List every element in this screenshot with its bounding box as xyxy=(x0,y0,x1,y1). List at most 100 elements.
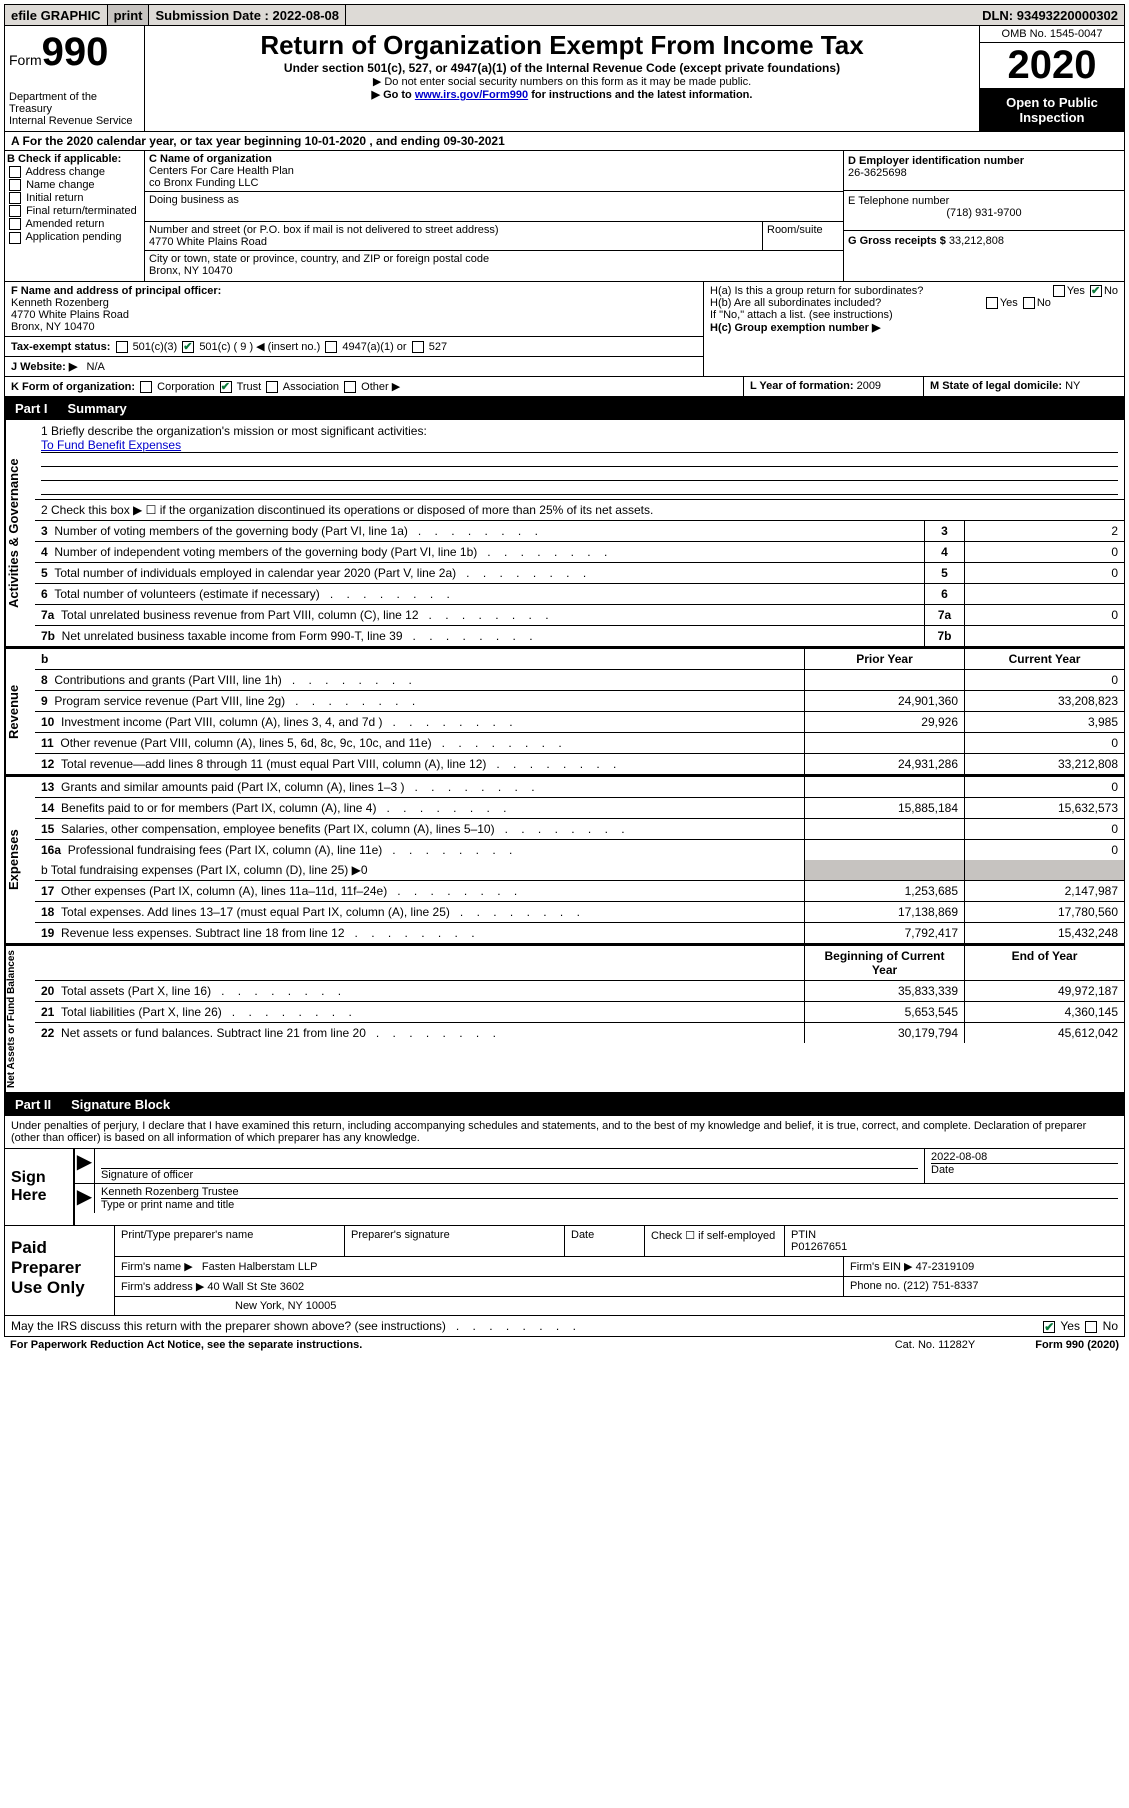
room-suite-label: Room/suite xyxy=(763,222,843,250)
dept-label: Department of the Treasury xyxy=(9,91,140,115)
table-row: 9 Program service revenue (Part VIII, li… xyxy=(35,691,1124,712)
part-1-header: Part I Summary xyxy=(4,397,1125,420)
tax-year: 2020 xyxy=(980,43,1124,89)
form990-link[interactable]: www.irs.gov/Form990 xyxy=(415,89,528,101)
prior-value: 5,653,545 xyxy=(804,1002,964,1022)
line-num: 3 xyxy=(924,521,964,541)
line-2: 2 Check this box ▶ ☐ if the organization… xyxy=(35,500,1124,520)
current-value: 17,780,560 xyxy=(964,902,1124,922)
part-2-header: Part II Signature Block xyxy=(4,1093,1125,1116)
cb-discuss-yes[interactable] xyxy=(1043,1321,1055,1333)
vlabel-revenue: Revenue xyxy=(5,649,35,774)
table-row: 16a Professional fundraising fees (Part … xyxy=(35,840,1124,860)
firm-addr: 40 Wall St Ste 3602 xyxy=(207,1281,304,1293)
cb-amended[interactable]: Amended return xyxy=(7,218,142,230)
sig-officer-label: Signature of officer xyxy=(101,1169,918,1181)
cb-hb-no[interactable] xyxy=(1023,297,1035,309)
cb-527[interactable] xyxy=(412,341,424,353)
ein-value: 26-3625698 xyxy=(848,167,1120,179)
cb-address-change[interactable]: Address change xyxy=(7,166,142,178)
cb-hb-yes[interactable] xyxy=(986,297,998,309)
table-row: 5 Total number of individuals employed i… xyxy=(35,563,1124,584)
officer-name-label: Type or print name and title xyxy=(101,1199,1118,1211)
table-row: 7a Total unrelated business revenue from… xyxy=(35,605,1124,626)
current-value: 4,360,145 xyxy=(964,1002,1124,1022)
officer-name: Kenneth Rozenberg Trustee xyxy=(101,1186,1118,1199)
sig-date: 2022-08-08 xyxy=(931,1151,1118,1164)
cb-501c[interactable] xyxy=(182,341,194,353)
cat-no: Cat. No. 11282Y xyxy=(895,1339,976,1351)
table-row: 19 Revenue less expenses. Subtract line … xyxy=(35,923,1124,943)
cb-discuss-no[interactable] xyxy=(1085,1321,1097,1333)
cb-other[interactable] xyxy=(344,381,356,393)
page-footer: For Paperwork Reduction Act Notice, see … xyxy=(4,1337,1125,1353)
sign-here-label: Sign Here xyxy=(5,1149,75,1225)
prior-value: 1,253,685 xyxy=(804,881,964,901)
info-grid: B Check if applicable: Address change Na… xyxy=(4,151,1125,282)
prep-self-emp: Check ☐ if self-employed xyxy=(645,1226,785,1256)
org-name-label: C Name of organization xyxy=(149,153,839,165)
cb-501c3[interactable] xyxy=(116,341,128,353)
cb-4947[interactable] xyxy=(325,341,337,353)
city-value: Bronx, NY 10470 xyxy=(149,265,839,277)
prior-value: 24,931,286 xyxy=(804,754,964,774)
ein-label: D Employer identification number xyxy=(848,155,1120,167)
cb-corp[interactable] xyxy=(140,381,152,393)
current-value: 49,972,187 xyxy=(964,981,1124,1001)
line-num: 7b xyxy=(924,626,964,646)
table-row: 22 Net assets or fund balances. Subtract… xyxy=(35,1023,1124,1043)
current-value: 15,632,573 xyxy=(964,798,1124,818)
prior-value: 24,901,360 xyxy=(804,691,964,711)
cb-ha-yes[interactable] xyxy=(1053,285,1065,297)
prior-value: 17,138,869 xyxy=(804,902,964,922)
line-num: 4 xyxy=(924,542,964,562)
tax-exempt-status: Tax-exempt status: 501(c)(3) 501(c) ( 9 … xyxy=(5,337,703,357)
current-value: 2,147,987 xyxy=(964,881,1124,901)
city-label: City or town, state or province, country… xyxy=(149,253,839,265)
lower-info: F Name and address of principal officer:… xyxy=(4,282,1125,377)
phone-value: (718) 931-9700 xyxy=(848,207,1120,219)
form-number: Form990 xyxy=(9,30,140,75)
prior-value xyxy=(804,777,964,797)
vlabel-expenses: Expenses xyxy=(5,777,35,943)
box-j: J Website: ▶ N/A xyxy=(5,357,703,376)
prep-ptin: PTINP01267651 xyxy=(785,1226,1124,1256)
cb-name-change[interactable]: Name change xyxy=(7,179,142,191)
cb-assoc[interactable] xyxy=(266,381,278,393)
table-row: 18 Total expenses. Add lines 13–17 (must… xyxy=(35,902,1124,923)
print-button[interactable]: print xyxy=(108,5,150,25)
table-row: 11 Other revenue (Part VIII, column (A),… xyxy=(35,733,1124,754)
prep-sig-header: Preparer's signature xyxy=(345,1226,565,1256)
cb-ha-no[interactable] xyxy=(1090,285,1102,297)
cb-initial-return[interactable]: Initial return xyxy=(7,192,142,204)
cb-app-pending[interactable]: Application pending xyxy=(7,231,142,243)
paperwork-notice: For Paperwork Reduction Act Notice, see … xyxy=(10,1339,362,1351)
submission-date: Submission Date : 2022-08-08 xyxy=(149,5,346,25)
dln: DLN: 93493220000302 xyxy=(976,5,1124,25)
mission-link[interactable]: To Fund Benefit Expenses xyxy=(41,438,181,452)
addr-value: 4770 White Plains Road xyxy=(149,236,758,248)
table-row: 13 Grants and similar amounts paid (Part… xyxy=(35,777,1124,798)
tax-period: A For the 2020 calendar year, or tax yea… xyxy=(4,132,1125,151)
line-value: 0 xyxy=(964,605,1124,625)
prior-value: 15,885,184 xyxy=(804,798,964,818)
cb-trust[interactable] xyxy=(220,381,232,393)
open-inspection: Open to Public Inspection xyxy=(980,89,1124,131)
summary-governance: Activities & Governance 1 Briefly descri… xyxy=(4,420,1125,647)
signature-declaration: Under penalties of perjury, I declare th… xyxy=(4,1116,1125,1149)
dba-label: Doing business as xyxy=(149,194,839,206)
table-row: 15 Salaries, other compensation, employe… xyxy=(35,819,1124,840)
table-row: 7b Net unrelated business taxable income… xyxy=(35,626,1124,646)
mission-box: 1 Briefly describe the organization's mi… xyxy=(35,420,1124,500)
shaded-cell xyxy=(804,860,964,880)
org-name-1: Centers For Care Health Plan xyxy=(149,165,839,177)
vlabel-net: Net Assets or Fund Balances xyxy=(5,946,35,1092)
header-left: Form990 Department of the Treasury Inter… xyxy=(5,26,145,131)
box-d-e-g: D Employer identification number 26-3625… xyxy=(844,151,1124,281)
org-name-2: co Bronx Funding LLC xyxy=(149,177,839,189)
shaded-cell xyxy=(964,860,1124,880)
line-num: 7a xyxy=(924,605,964,625)
cb-final-return[interactable]: Final return/terminated xyxy=(7,205,142,217)
prior-value xyxy=(804,840,964,860)
current-value: 3,985 xyxy=(964,712,1124,732)
